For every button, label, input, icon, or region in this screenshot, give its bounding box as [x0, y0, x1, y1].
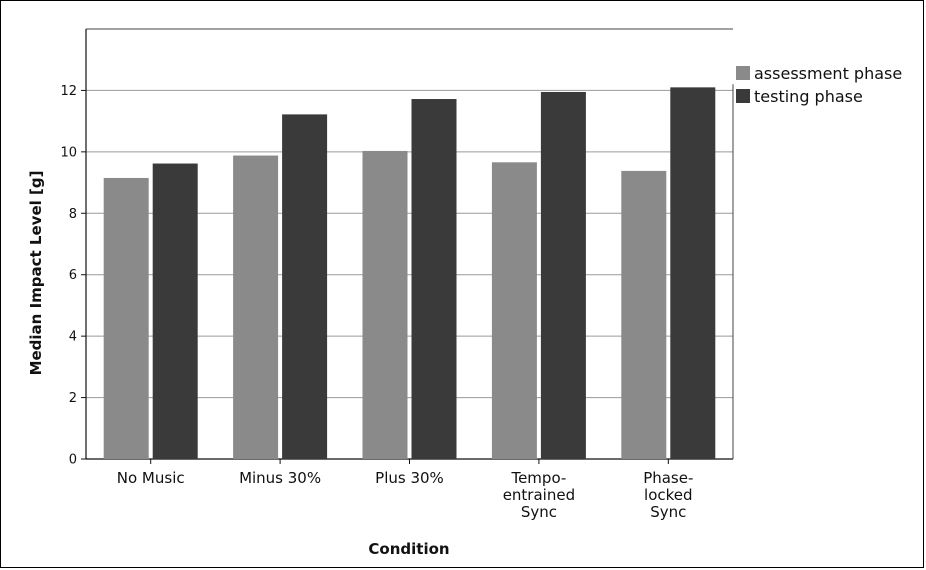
bar-testing	[152, 163, 198, 459]
bar-testing	[282, 114, 328, 459]
legend-label: testing phase	[754, 87, 863, 106]
x-category-label-line: Minus 30%	[239, 469, 321, 487]
x-category-label-line: entrained	[503, 486, 575, 504]
y-axis-title: Median Impact Level [g]	[27, 171, 45, 376]
x-category-label: Plus 30%	[375, 469, 444, 487]
x-category-label: No Music	[117, 469, 185, 487]
legend-swatch	[736, 89, 750, 103]
y-tick-label: 4	[69, 330, 77, 345]
x-category-label: Minus 30%	[239, 469, 321, 487]
x-category-label-line: Sync	[650, 503, 686, 521]
bar-assessment	[621, 170, 667, 459]
y-tick-label: 0	[69, 453, 77, 468]
x-category-label-line: Tempo-	[510, 469, 566, 487]
bar-assessment	[362, 150, 408, 459]
legend: assessment phase testing phase	[736, 64, 902, 106]
x-category-label-line: Plus 30%	[375, 469, 444, 487]
y-tick-label: 2	[69, 391, 77, 406]
x-axis-title: Condition	[368, 540, 449, 558]
x-category-label-line: Sync	[521, 503, 557, 521]
x-category-label-line: Phase-	[643, 469, 693, 487]
bar-testing	[670, 87, 716, 459]
y-tick-label: 10	[60, 145, 77, 160]
bar-testing	[411, 99, 457, 460]
bar-assessment	[233, 155, 279, 460]
axes	[81, 28, 734, 464]
legend-swatch	[736, 66, 750, 80]
bar-assessment	[491, 162, 537, 460]
y-tick-labels: 0 2 4 6 8 10 12	[60, 84, 77, 468]
bar-assessment	[103, 177, 149, 459]
bar-testing	[540, 91, 586, 459]
x-category-label-line: locked	[644, 486, 693, 504]
x-category-labels: No Music Minus 30% Plus 30% Tempo-entrained…	[117, 469, 694, 521]
x-category-label: Phase-locked Sync	[643, 469, 693, 521]
bars	[103, 87, 716, 460]
legend-label: assessment phase	[754, 64, 902, 83]
y-tick-label: 6	[69, 268, 77, 283]
y-tick-label: 12	[60, 84, 77, 99]
x-category-label: Tempo-entrained Sync	[503, 469, 575, 521]
x-category-label-line: No Music	[117, 469, 185, 487]
y-tick-label: 8	[69, 207, 77, 222]
